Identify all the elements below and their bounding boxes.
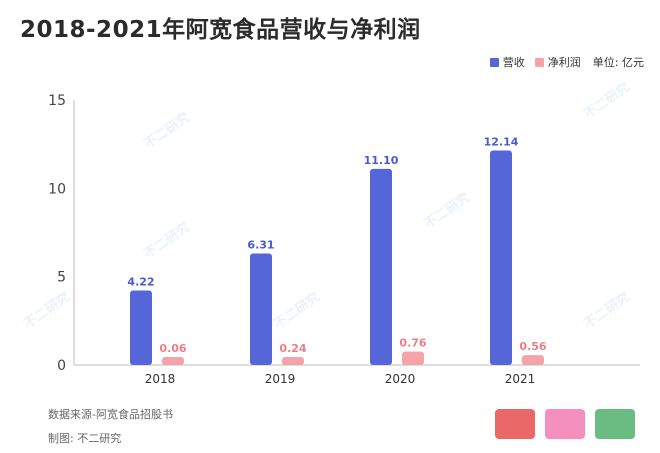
revenue-bar bbox=[130, 290, 152, 365]
x-tick-label: 2021 bbox=[505, 372, 536, 386]
profit-bar bbox=[282, 357, 304, 365]
revenue-value-label: 6.31 bbox=[247, 239, 274, 252]
profit-bar bbox=[402, 351, 424, 365]
y-tick-label: 0 bbox=[57, 358, 66, 374]
profit-bar bbox=[522, 355, 544, 365]
revenue-value-label: 12.14 bbox=[484, 136, 519, 149]
legend-label-revenue: 营收 bbox=[502, 56, 525, 69]
x-tick-label: 2018 bbox=[145, 372, 176, 386]
y-tick-label: 5 bbox=[57, 270, 66, 286]
revenue-value-label: 4.22 bbox=[127, 275, 154, 288]
legend-swatch-profit bbox=[534, 57, 544, 67]
author-note: 制图: 不二研究 bbox=[48, 432, 122, 445]
profit-value-label: 0.56 bbox=[519, 340, 546, 353]
x-tick-label: 2019 bbox=[265, 372, 296, 386]
revenue-bar bbox=[370, 168, 392, 365]
unit-label: 单位: 亿元 bbox=[592, 56, 644, 69]
watermark-logo bbox=[495, 409, 635, 439]
legend-item-revenue: 营收 bbox=[489, 54, 525, 70]
revenue-bar bbox=[490, 150, 512, 365]
profit-value-label: 0.76 bbox=[399, 337, 426, 350]
x-tick-label: 2020 bbox=[385, 372, 416, 386]
y-tick-label: 15 bbox=[48, 93, 66, 109]
revenue-bar bbox=[250, 253, 272, 365]
profit-value-label: 0.24 bbox=[279, 342, 306, 355]
source-note: 数据来源-阿宽食品招股书 bbox=[48, 408, 173, 421]
legend-label-profit: 净利润 bbox=[547, 56, 581, 69]
y-tick-label: 10 bbox=[48, 181, 66, 197]
legend-item-profit: 净利润 bbox=[534, 54, 581, 70]
legend: 营收 净利润 单位: 亿元 bbox=[489, 54, 644, 70]
chart-title: 2018-2021年阿宽食品营收与净利润 bbox=[20, 17, 421, 43]
legend-swatch-revenue bbox=[489, 57, 499, 67]
profit-value-label: 0.06 bbox=[159, 342, 186, 355]
profit-bar bbox=[162, 357, 184, 365]
revenue-value-label: 11.10 bbox=[364, 154, 399, 167]
